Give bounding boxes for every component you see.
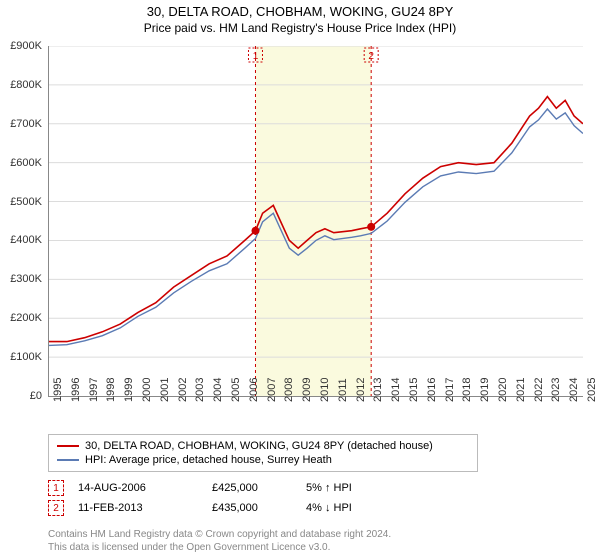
x-axis-label: 2001 [159, 378, 171, 402]
x-axis-label: 2008 [283, 378, 295, 402]
event-price: £435,000 [212, 502, 292, 514]
x-axis-label: 2019 [479, 378, 491, 402]
x-axis-label: 2025 [586, 378, 598, 402]
x-axis-label: 2011 [337, 378, 349, 402]
x-axis-label: 2018 [461, 378, 473, 402]
legend-label: HPI: Average price, detached house, Surr… [85, 454, 332, 466]
x-axis-label: 2014 [390, 378, 402, 402]
x-axis-label: 2024 [568, 378, 580, 402]
y-axis-label: £300K [10, 273, 42, 285]
legend-swatch-subject [57, 445, 79, 447]
event-list: 1 14-AUG-2006 £425,000 5% ↑ HPI 2 11-FEB… [48, 478, 352, 518]
x-axis-label: 2002 [177, 378, 189, 402]
legend-box: 30, DELTA ROAD, CHOBHAM, WOKING, GU24 8P… [48, 434, 478, 472]
y-axis-label: £500K [10, 196, 42, 208]
x-axis-label: 2017 [444, 378, 456, 402]
y-axis-label: £800K [10, 79, 42, 91]
x-axis-label: 2012 [355, 378, 367, 402]
footer-line: This data is licensed under the Open Gov… [48, 541, 391, 554]
x-axis-label: 2003 [194, 378, 206, 402]
y-axis-label: £100K [10, 351, 42, 363]
y-axis-label: £900K [10, 40, 42, 52]
footer-attribution: Contains HM Land Registry data © Crown c… [48, 528, 391, 554]
event-marker-icon: 2 [48, 500, 64, 516]
event-delta: 4% ↓ HPI [306, 502, 352, 514]
y-axis-label: £700K [10, 118, 42, 130]
legend-swatch-hpi [57, 459, 79, 461]
legend-label: 30, DELTA ROAD, CHOBHAM, WOKING, GU24 8P… [85, 440, 433, 452]
x-axis-label: 2016 [426, 378, 438, 402]
event-row: 1 14-AUG-2006 £425,000 5% ↑ HPI [48, 478, 352, 498]
x-axis-label: 1996 [70, 378, 82, 402]
x-axis-label: 2005 [230, 378, 242, 402]
event-delta: 5% ↑ HPI [306, 482, 352, 494]
x-axis-label: 1995 [52, 378, 64, 402]
legend-row: 30, DELTA ROAD, CHOBHAM, WOKING, GU24 8P… [57, 439, 469, 453]
x-axis-label: 2006 [248, 378, 260, 402]
chart-subtitle: Price paid vs. HM Land Registry's House … [0, 19, 600, 37]
event-price: £425,000 [212, 482, 292, 494]
x-axis-label: 2023 [550, 378, 562, 402]
x-axis-label: 2021 [515, 378, 527, 402]
y-axis-label: £400K [10, 234, 42, 246]
x-axis-label: 1999 [123, 378, 135, 402]
x-axis-label: 2009 [301, 378, 313, 402]
svg-text:1: 1 [253, 51, 259, 62]
x-axis-label: 2010 [319, 378, 331, 402]
y-axis-label: £0 [30, 390, 42, 402]
event-date: 14-AUG-2006 [78, 482, 198, 494]
x-axis-label: 2004 [212, 378, 224, 402]
chart-title: 30, DELTA ROAD, CHOBHAM, WOKING, GU24 8P… [0, 0, 600, 19]
x-axis-label: 2007 [266, 378, 278, 402]
svg-text:2: 2 [368, 51, 374, 62]
event-marker-icon: 1 [48, 480, 64, 496]
legend-row: HPI: Average price, detached house, Surr… [57, 453, 469, 467]
y-axis-label: £200K [10, 312, 42, 324]
y-axis-label: £600K [10, 157, 42, 169]
plot-svg: 12 [48, 46, 583, 397]
x-axis-label: 2020 [497, 378, 509, 402]
event-row: 2 11-FEB-2013 £435,000 4% ↓ HPI [48, 498, 352, 518]
x-axis-label: 2000 [141, 378, 153, 402]
chart-area: 12 £0£100K£200K£300K£400K£500K£600K£700K… [48, 46, 582, 396]
x-axis-label: 2022 [533, 378, 545, 402]
x-axis-label: 2015 [408, 378, 420, 402]
x-axis-label: 1997 [88, 378, 100, 402]
footer-line: Contains HM Land Registry data © Crown c… [48, 528, 391, 541]
x-axis-label: 2013 [372, 378, 384, 402]
x-axis-label: 1998 [105, 378, 117, 402]
event-date: 11-FEB-2013 [78, 502, 198, 514]
